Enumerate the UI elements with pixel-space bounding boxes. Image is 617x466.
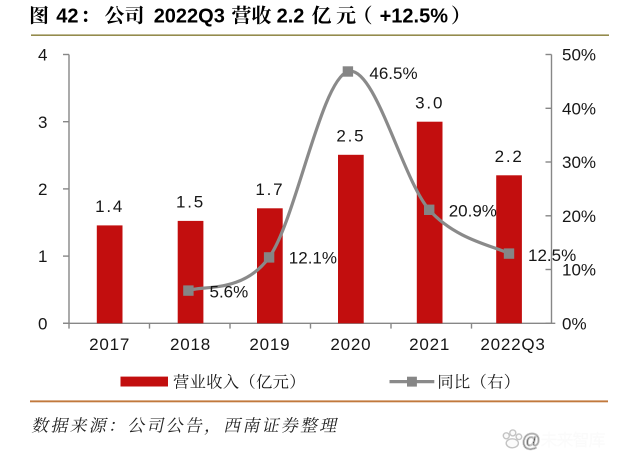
svg-text:0: 0	[38, 314, 47, 333]
svg-text:2021: 2021	[409, 335, 450, 354]
svg-text:40%: 40%	[562, 99, 596, 118]
svg-text:2.5: 2.5	[336, 127, 365, 146]
svg-text:3.0: 3.0	[415, 94, 444, 113]
svg-text:5.6%: 5.6%	[210, 282, 249, 301]
svg-text:10%: 10%	[562, 261, 596, 280]
svg-text:2022Q3: 2022Q3	[480, 335, 545, 354]
svg-text:@: @	[522, 431, 541, 452]
svg-text:30%: 30%	[562, 153, 596, 172]
svg-text:2.2: 2.2	[495, 147, 524, 166]
svg-text:1.5: 1.5	[176, 193, 205, 212]
svg-text:42: 42	[56, 6, 78, 28]
svg-text:2018: 2018	[170, 335, 211, 354]
svg-text:1: 1	[38, 247, 47, 266]
svg-text:+12.5%: +12.5%	[380, 6, 449, 28]
svg-text:20.9%: 20.9%	[449, 201, 497, 220]
svg-text:46.5%: 46.5%	[369, 64, 417, 83]
svg-text:2020: 2020	[330, 335, 371, 354]
svg-text:50%: 50%	[562, 46, 596, 65]
svg-text:12.5%: 12.5%	[528, 246, 576, 265]
svg-text:20%: 20%	[562, 207, 596, 226]
svg-text:4: 4	[38, 46, 47, 65]
svg-text:2022Q3: 2022Q3	[154, 6, 225, 28]
svg-text:12.1%: 12.1%	[289, 249, 337, 268]
svg-text:3: 3	[38, 113, 47, 132]
svg-text:1.4: 1.4	[95, 197, 124, 216]
svg-text:0%: 0%	[562, 314, 587, 333]
svg-text:2017: 2017	[89, 335, 130, 354]
svg-text:1.7: 1.7	[255, 180, 284, 199]
svg-text:2: 2	[38, 180, 47, 199]
svg-text:2.2: 2.2	[277, 6, 305, 28]
svg-text:2019: 2019	[249, 335, 290, 354]
